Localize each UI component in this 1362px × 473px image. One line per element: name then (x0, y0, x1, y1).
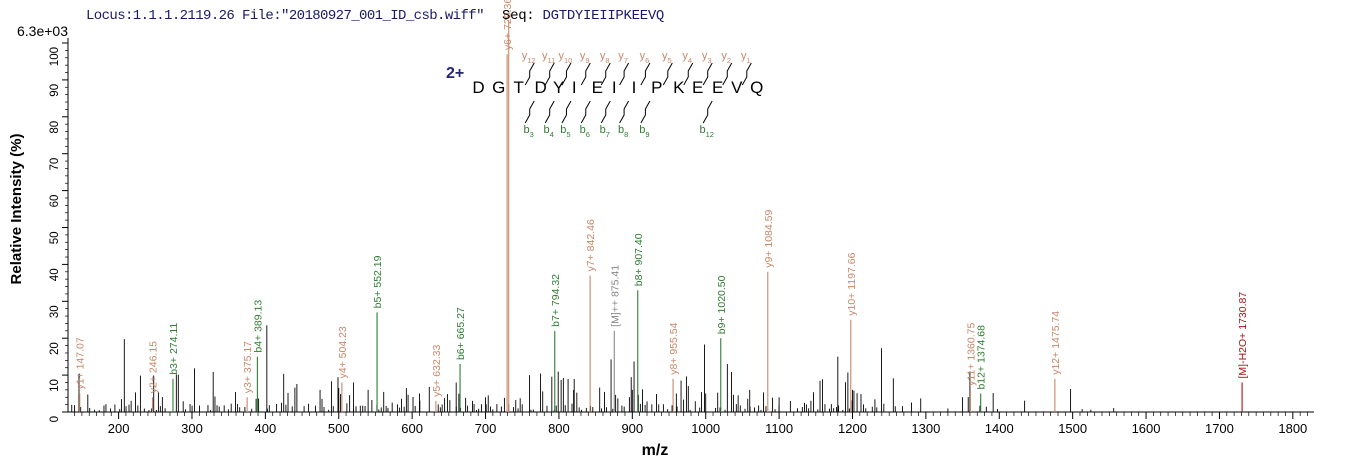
svg-text:400: 400 (255, 421, 277, 436)
svg-text:200: 200 (108, 421, 130, 436)
svg-text:1300: 1300 (911, 421, 940, 436)
svg-text:I: I (612, 78, 617, 97)
svg-text:y7+ 842.46: y7+ 842.46 (585, 219, 597, 271)
svg-text:y1+ 147.07: y1+ 147.07 (75, 337, 87, 389)
svg-text:50: 50 (49, 232, 61, 245)
svg-text:1700: 1700 (1205, 421, 1234, 436)
svg-text:b3+ 274.11: b3+ 274.11 (168, 323, 180, 375)
svg-text:I: I (632, 78, 637, 97)
svg-text:E: E (592, 78, 603, 97)
svg-text:b9+ 1020.50: b9+ 1020.50 (716, 275, 728, 334)
svg-text:500: 500 (328, 421, 350, 436)
svg-text:y10+ 1197.66: y10+ 1197.66 (846, 252, 858, 315)
svg-text:80: 80 (49, 121, 61, 134)
svg-text:1800: 1800 (1278, 421, 1307, 436)
svg-text:60: 60 (49, 195, 61, 208)
svg-text:1500: 1500 (1058, 421, 1087, 436)
svg-text:y2+ 246.15: y2+ 246.15 (147, 341, 159, 393)
svg-text:b6+ 665.27: b6+ 665.27 (455, 307, 467, 360)
svg-text:b12+ 1374.68: b12+ 1374.68 (976, 325, 988, 390)
svg-text:E: E (692, 78, 703, 97)
svg-text:[M]-H2O+ 1730.87: [M]-H2O+ 1730.87 (1237, 292, 1249, 379)
svg-text:1200: 1200 (838, 421, 867, 436)
svg-text:800: 800 (548, 421, 570, 436)
svg-text:V: V (731, 78, 743, 97)
svg-text:I: I (572, 78, 577, 97)
svg-text:Q: Q (750, 78, 763, 97)
svg-text:D: D (472, 78, 484, 97)
svg-text:b8+ 907.40: b8+ 907.40 (633, 233, 645, 286)
svg-text:y9+ 1084.59: y9+ 1084.59 (763, 210, 775, 268)
svg-text:1000: 1000 (691, 421, 720, 436)
svg-text:1100: 1100 (765, 421, 793, 436)
svg-text:2+: 2+ (446, 65, 464, 82)
svg-text:1400: 1400 (985, 421, 1014, 436)
svg-text:[M]++ 875.41: [M]++ 875.41 (609, 265, 621, 327)
svg-text:40: 40 (49, 268, 61, 281)
svg-text:Y: Y (553, 78, 564, 97)
svg-text:b7+ 794.32: b7+ 794.32 (550, 274, 562, 327)
svg-text:y12+ 1475.74: y12+ 1475.74 (1050, 311, 1062, 375)
svg-text:y8+ 955.54: y8+ 955.54 (668, 322, 680, 374)
svg-text:E: E (712, 78, 723, 97)
svg-text:y4+ 504.23: y4+ 504.23 (337, 326, 349, 378)
svg-text:0: 0 (49, 416, 61, 422)
svg-text:P: P (651, 78, 662, 97)
svg-text:K: K (673, 78, 685, 97)
svg-text:1600: 1600 (1132, 421, 1161, 436)
svg-text:G: G (492, 78, 505, 97)
svg-text:20: 20 (49, 342, 61, 355)
svg-text:30: 30 (49, 305, 61, 318)
svg-text:900: 900 (621, 421, 643, 436)
svg-text:600: 600 (401, 421, 423, 436)
svg-text:b4+ 389.13: b4+ 389.13 (252, 300, 264, 353)
svg-text:10: 10 (49, 379, 61, 392)
svg-text:90: 90 (49, 84, 61, 97)
svg-text:b5+ 552.19: b5+ 552.19 (372, 255, 384, 308)
svg-text:300: 300 (181, 421, 203, 436)
svg-text:100: 100 (49, 47, 61, 66)
svg-text:D: D (535, 78, 547, 97)
svg-text:700: 700 (475, 421, 497, 436)
svg-text:y5+ 632.33: y5+ 632.33 (431, 345, 443, 397)
svg-text:70: 70 (49, 158, 61, 171)
svg-text:T: T (514, 78, 524, 97)
